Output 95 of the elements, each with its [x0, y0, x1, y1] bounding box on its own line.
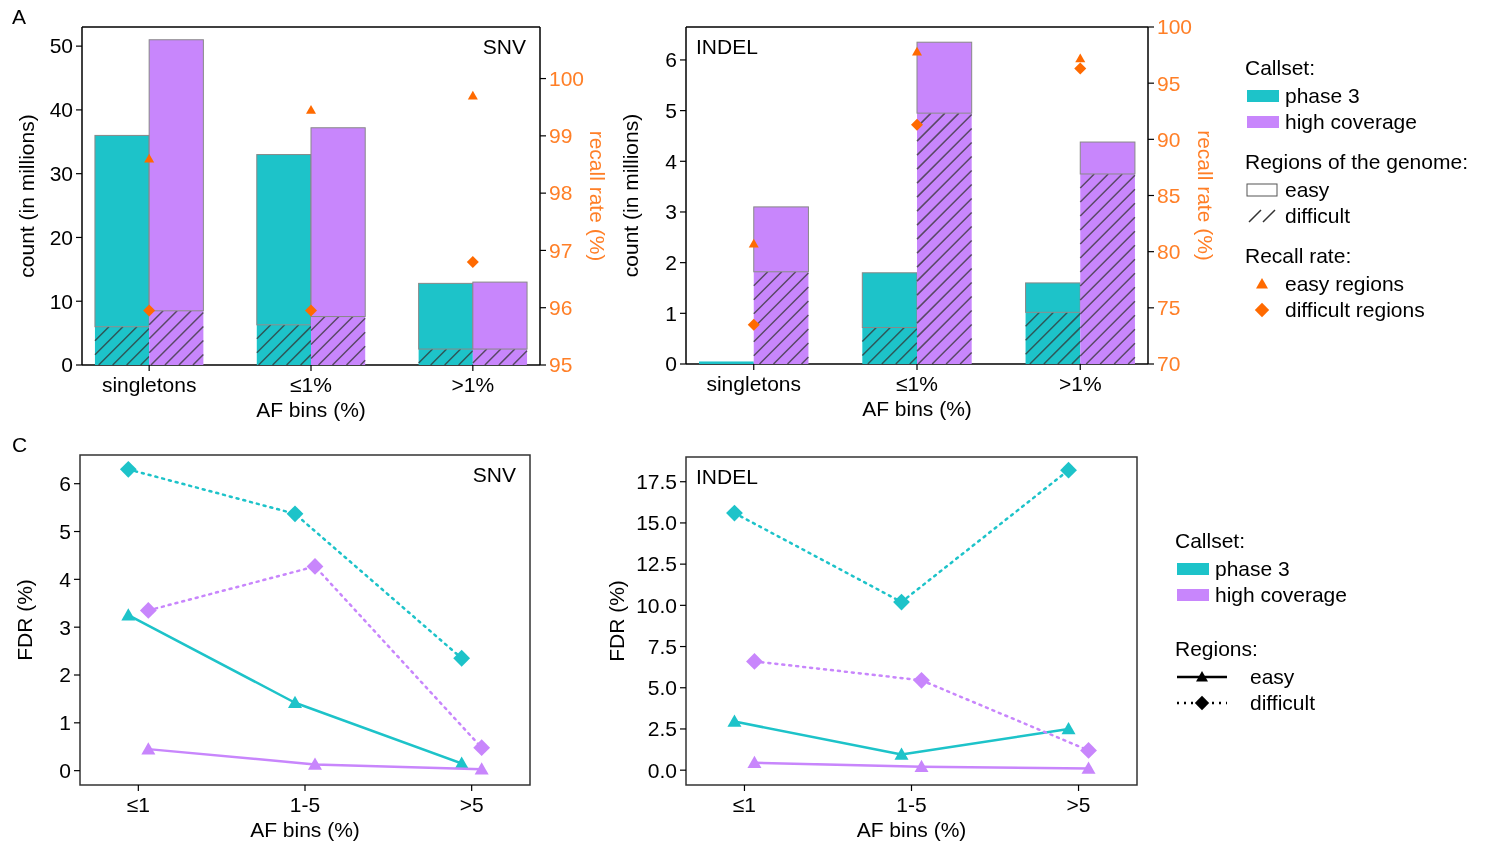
chart-title: INDEL [696, 35, 758, 58]
y-tick-label: 0 [61, 353, 73, 377]
y-tick-label: 30 [49, 162, 73, 186]
y-tick-label: 50 [49, 34, 73, 58]
y2-tick-label: 80 [1157, 240, 1181, 264]
y2-tick-label: 96 [549, 296, 573, 320]
point [911, 118, 923, 131]
point [305, 304, 317, 317]
legend-label: easy regions [1285, 272, 1405, 295]
y-tick-label: 40 [49, 98, 73, 122]
x-tick-label: ≤1 [126, 793, 150, 816]
x-tick-label: >1% [451, 373, 495, 396]
x-tick-label: ≤1% [290, 373, 332, 396]
legend-label: difficult regions [1285, 298, 1425, 321]
text: Regions: [1175, 637, 1258, 660]
point [1075, 53, 1086, 63]
y2-tick-label: 95 [1157, 71, 1181, 95]
y-tick-label: 3 [59, 615, 71, 639]
legend-label: phase 3 [1285, 84, 1360, 107]
x-tick-label: ≤1% [896, 372, 938, 395]
y-tick-label: 4 [59, 567, 72, 591]
x-tick-label: >5 [1066, 793, 1091, 816]
text: C [12, 433, 28, 456]
y-axis-title: count (in millions) [15, 114, 38, 278]
y-tick-label: 2.5 [647, 717, 677, 741]
y-tick-label: 7.5 [647, 634, 677, 658]
y2-tick-label: 99 [549, 124, 573, 148]
y-tick-label: 2 [59, 663, 71, 687]
y-tick-label: 10 [49, 289, 73, 313]
x-tick-label: singletons [101, 373, 197, 396]
y2-tick-label: 70 [1157, 352, 1181, 376]
point [143, 304, 156, 317]
y2-tick-label: 98 [549, 181, 573, 205]
y-tick-label: 0 [59, 759, 71, 782]
y-tick-label: 6 [59, 472, 71, 496]
point [748, 238, 759, 248]
y2-axis-title: recall rate (%) [586, 130, 609, 262]
x-tick-label: ≤1 [732, 793, 757, 816]
bar [699, 361, 754, 364]
y2-axis-title: recall rate (%) [1194, 130, 1217, 261]
point [306, 105, 316, 114]
y-tick-label: 0 [665, 352, 677, 376]
y-tick-label: 5 [59, 519, 71, 543]
y-tick-label: 12.5 [636, 552, 677, 576]
text: phase 3 [1215, 557, 1290, 580]
y-tick-label: 1 [59, 711, 71, 735]
y2-tick-label: 85 [1157, 183, 1181, 207]
chart-title: INDEL [696, 465, 758, 488]
y-axis-title: FDR (%) [13, 579, 36, 661]
y2-tick-label: 100 [1157, 15, 1193, 39]
text: difficult [1250, 691, 1316, 714]
y-tick-label: 1 [665, 301, 677, 325]
text: A [12, 5, 27, 28]
x-tick-label: 1-5 [289, 793, 321, 816]
y-axis-title: count (in millions) [619, 113, 642, 278]
y2-tick-label: 90 [1157, 127, 1181, 151]
text: Callset: [1175, 529, 1246, 552]
y-tick-label: 3 [665, 200, 677, 224]
x-tick-label: singletons [706, 372, 802, 395]
y-tick-label: 17.5 [636, 470, 677, 494]
text: high coverage [1215, 583, 1347, 606]
text: easy [1250, 665, 1295, 688]
y-tick-label: 4 [665, 149, 678, 173]
text: difficult [1285, 204, 1351, 227]
y-tick-label: 2 [665, 251, 677, 274]
y2-tick-label: 75 [1157, 296, 1181, 320]
text: Regions of the genome: [1245, 150, 1468, 173]
text: easy [1285, 178, 1330, 201]
chart-title: SNV [472, 463, 516, 486]
y-tick-label: 10.0 [636, 593, 677, 617]
point [144, 153, 155, 163]
x-tick-label: >5 [459, 793, 484, 816]
x-tick-label: >1% [1058, 372, 1102, 395]
point [747, 318, 760, 331]
x-axis-title: AF bins (%) [250, 818, 360, 841]
x-axis-title: AF bins (%) [856, 818, 967, 841]
y-tick-label: 5 [665, 98, 677, 122]
y2-tick-label: 100 [549, 66, 585, 90]
y-axis-title: FDR (%) [605, 580, 628, 662]
point [1074, 62, 1087, 75]
text: Recall rate: [1245, 244, 1352, 267]
x-tick-label: 1-5 [896, 793, 927, 816]
chart-title: SNV [482, 35, 526, 58]
y2-tick-label: 95 [549, 353, 573, 377]
y-tick-label: 15.0 [636, 511, 677, 535]
point [466, 255, 479, 268]
y2-tick-label: 97 [549, 238, 573, 262]
y-tick-label: 5.0 [647, 676, 677, 700]
y-tick-label: 0.0 [647, 758, 677, 782]
y-tick-label: 20 [49, 225, 73, 249]
legend-label: high coverage [1285, 110, 1417, 133]
x-axis-title: AF bins (%) [862, 397, 972, 420]
legend-title: Callset: [1245, 56, 1316, 79]
y-tick-label: 6 [665, 48, 677, 72]
x-axis-title: AF bins (%) [256, 398, 366, 421]
